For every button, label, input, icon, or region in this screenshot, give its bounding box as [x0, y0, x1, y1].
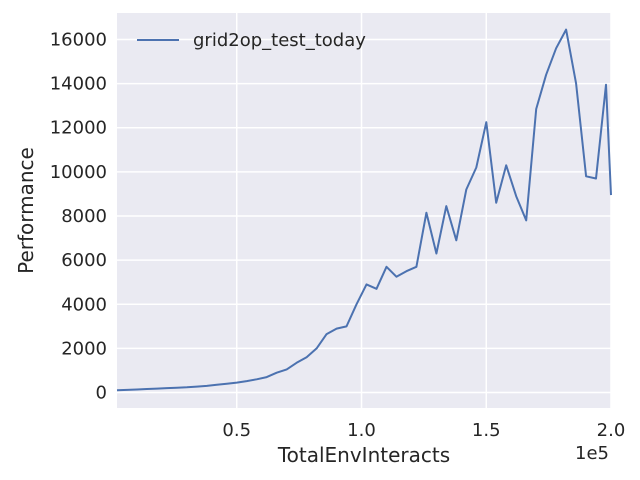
- y-tick-label: 10000: [50, 162, 107, 183]
- y-tick-label: 0: [96, 383, 107, 404]
- plot-area-background: [117, 13, 611, 408]
- y-tick-label: 6000: [61, 250, 107, 271]
- x-tick-label: 1.0: [347, 420, 376, 441]
- x-tick-label: 0.5: [222, 420, 251, 441]
- y-tick-label: 8000: [61, 206, 107, 227]
- y-tick-label: 2000: [61, 338, 107, 359]
- series-layer: [116, 28, 612, 392]
- x-axis-offset-label: 1e5: [575, 443, 609, 464]
- y-tick-label: 14000: [50, 74, 107, 95]
- x-tick-label: 2.0: [597, 420, 626, 441]
- y-tick-label: 12000: [50, 118, 107, 139]
- x-tick-label: 1.5: [472, 420, 501, 441]
- grid-lines: [117, 13, 612, 408]
- y-axis-label: Performance: [14, 147, 38, 274]
- x-axis-label: TotalEnvInteracts: [277, 443, 450, 467]
- tick-labels: 0.5 1.0 1.5 2.0 0 2000 4000 6000 8000 10000 12000 1…: [50, 29, 626, 441]
- series-line: [116, 28, 612, 392]
- y-tick-label: 16000: [50, 29, 107, 50]
- legend-entry-label: grid2op_test_today: [193, 30, 366, 51]
- y-tick-label: 4000: [61, 294, 107, 315]
- legend: grid2op_test_today: [137, 30, 366, 51]
